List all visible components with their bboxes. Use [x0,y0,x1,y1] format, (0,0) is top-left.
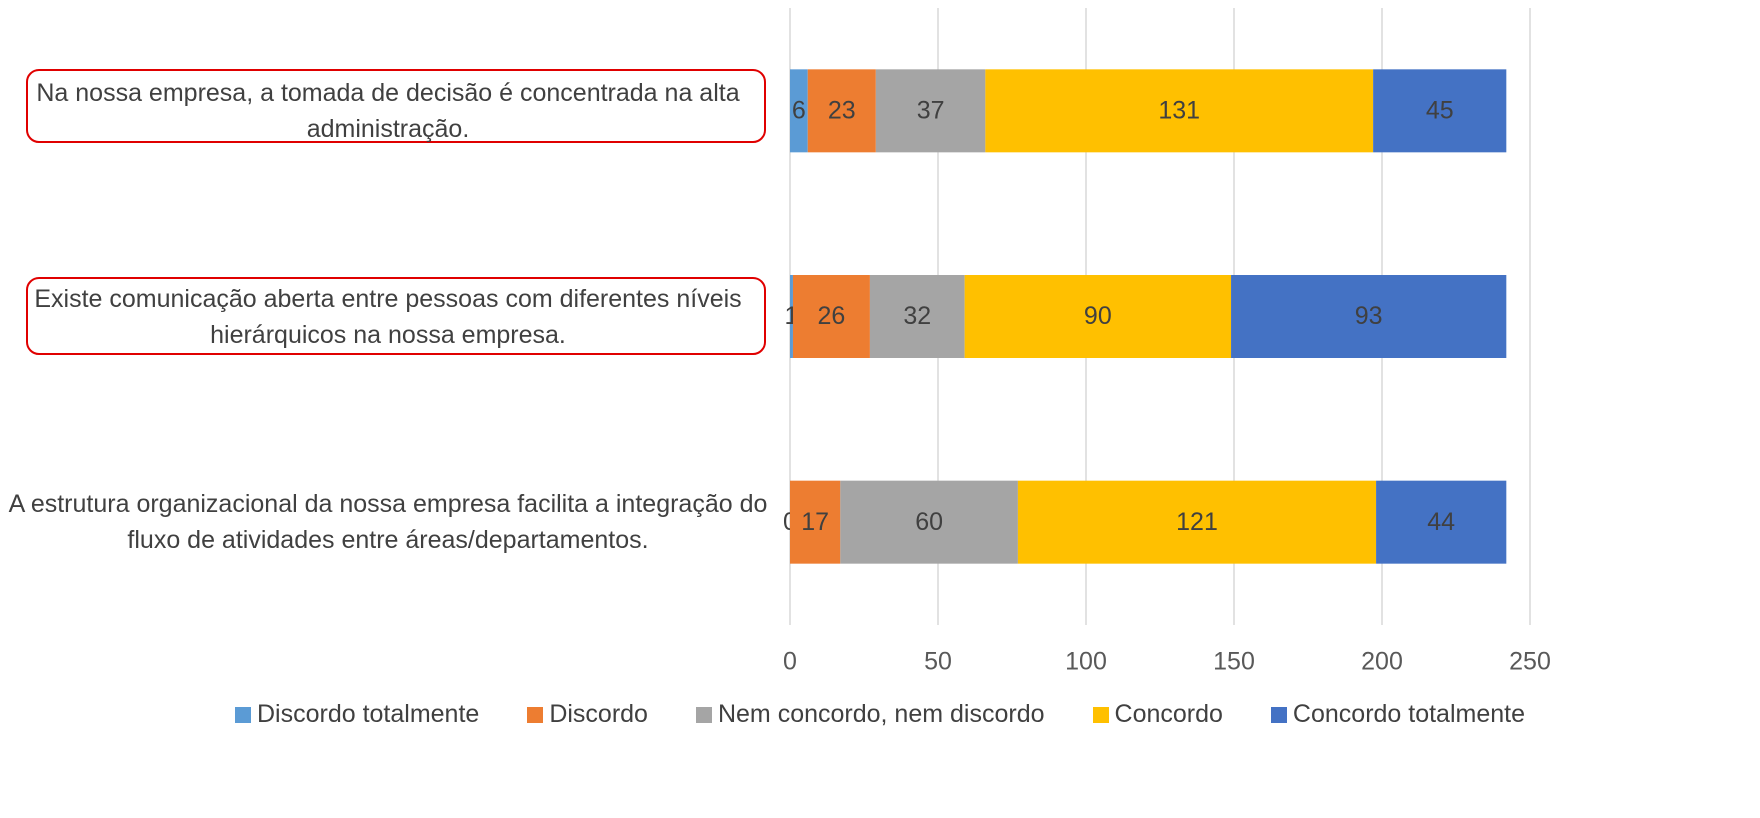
category-label: Na nossa empresa, a tomada de decisão é … [36,78,740,143]
legend-swatch [695,707,712,724]
legend-item: Discordo [527,700,648,729]
category-label: Existe comunicação aberta entre pessoas … [34,284,742,349]
data-label: 60 [915,508,943,536]
legend-label: Concordo [1114,700,1223,728]
legend-item: Concordo [1092,700,1223,729]
data-label: 93 [1355,302,1383,330]
data-label: 37 [917,96,945,124]
x-tick-label: 200 [1361,648,1403,676]
bar-segment [792,275,870,358]
legend-item: Discordo totalmente [234,700,480,729]
legend-swatch [1270,707,1287,724]
bar-segment [875,69,986,153]
legend-swatch [234,707,251,724]
data-label: 6 [792,96,806,124]
legend-label: Discordo totalmente [256,700,480,728]
bar-segment [807,69,876,153]
bar-segment [964,275,1232,358]
legend-label: Nem concordo, nem discordo [717,700,1045,728]
bar-segment [840,480,1018,564]
bar-segment [790,69,808,153]
data-label: 23 [828,96,856,124]
legend-label: Concordo totalmente [1292,700,1526,728]
bar-segment [985,69,1374,153]
bar-segment [1376,480,1507,564]
legend-label: Discordo [549,700,648,728]
legend-item: Nem concordo, nem discordo [695,700,1045,729]
data-label: 26 [818,302,846,330]
data-label: 44 [1427,508,1455,536]
category-label: A estrutura organizacional da nossa empr… [8,490,768,555]
legend-item: Concordo totalmente [1270,700,1526,729]
highlight-box [26,277,766,355]
legend-swatch [527,707,544,724]
bar-segment [790,275,793,358]
bar-segment [869,275,965,358]
x-tick-label: 100 [1065,648,1107,676]
data-label: 45 [1426,96,1454,124]
data-label: 90 [1084,302,1112,330]
data-label: 32 [903,302,931,330]
x-tick-label: 250 [1509,648,1551,676]
highlight-box [26,69,766,143]
x-tick-label: 50 [924,648,952,676]
legend-swatch [1092,707,1109,724]
bar-segment [1017,480,1377,564]
bar-segment [790,480,841,564]
data-label: 121 [1176,508,1218,536]
bar-segment [1231,275,1507,358]
x-tick-label: 0 [783,648,797,676]
data-label: 131 [1158,96,1200,124]
legend: Discordo totalmente Discordo Nem concordo,… [0,700,1760,729]
x-tick-label: 150 [1213,648,1255,676]
data-label: 17 [801,508,829,536]
bar-segment [1373,69,1507,153]
